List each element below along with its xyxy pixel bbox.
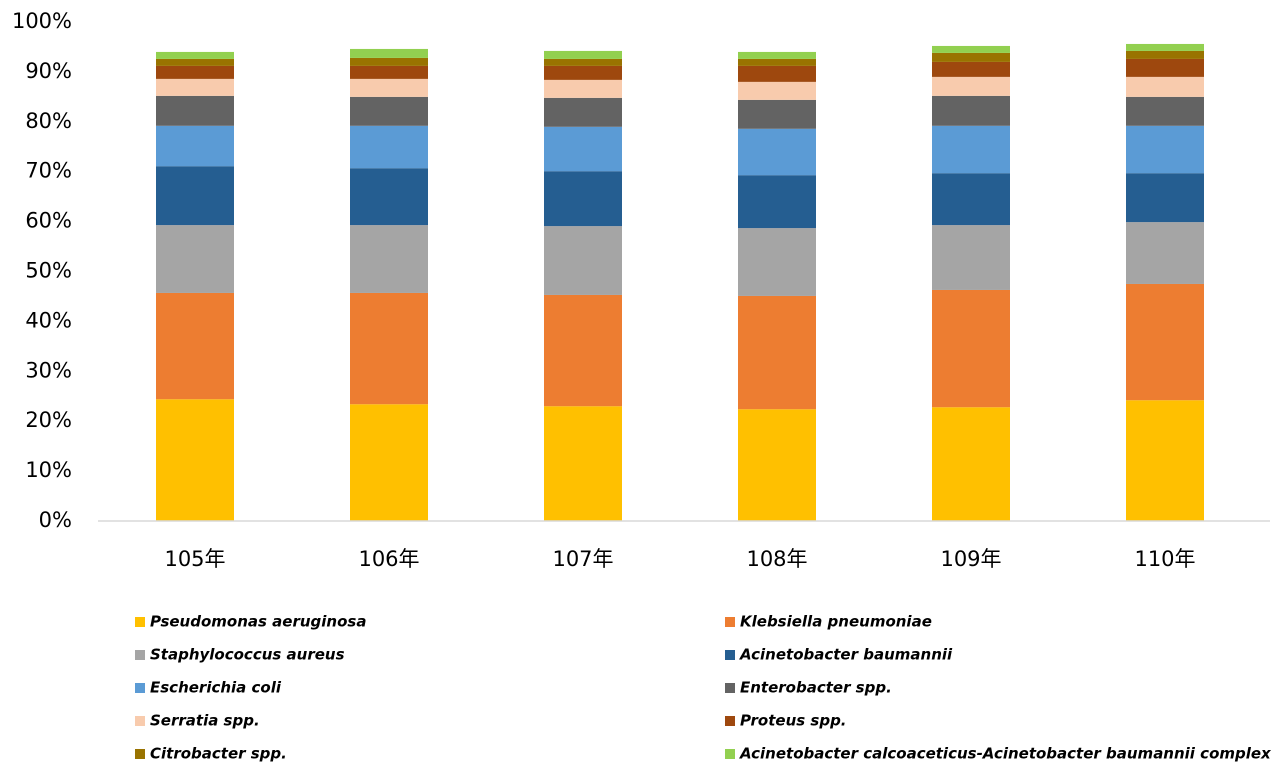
y-tick-label: 70% — [25, 159, 72, 183]
y-tick-label: 50% — [25, 259, 72, 283]
bar-segment — [1126, 173, 1204, 223]
bar-segment — [738, 99, 816, 129]
bar-segment — [544, 294, 622, 407]
bar-segment — [932, 173, 1010, 226]
bar-segment — [350, 96, 428, 126]
bar-segment — [1126, 58, 1204, 77]
y-tick-label: 30% — [25, 358, 72, 382]
bar-segment — [738, 409, 816, 521]
legend-swatch — [135, 716, 145, 726]
x-tick-label: 109年 — [940, 547, 1001, 571]
legend-swatch — [725, 716, 735, 726]
legend-label: Staphylococcus aureus — [150, 646, 345, 664]
bar-segment — [932, 61, 1010, 77]
legend-label: Proteus spp. — [740, 712, 847, 730]
bar-segment — [156, 51, 234, 59]
bar-segment — [1126, 76, 1204, 97]
bar-segment — [350, 292, 428, 405]
y-tick-label: 0% — [39, 508, 72, 532]
bar-segment — [932, 225, 1010, 290]
legend-label: Klebsiella pneumoniae — [740, 613, 932, 631]
bar-segment — [932, 52, 1010, 62]
bar-segment — [932, 289, 1010, 408]
bar-segment — [156, 65, 234, 79]
bar-segment — [156, 125, 234, 167]
bar-segment — [738, 58, 816, 66]
bar-segment — [738, 175, 816, 229]
bar-segment — [156, 399, 234, 521]
bar-segment — [544, 97, 622, 127]
bar-segment — [738, 128, 816, 176]
legend-swatch — [135, 683, 145, 693]
y-tick-label: 40% — [25, 308, 72, 332]
bar-segment — [350, 125, 428, 169]
legend-label: Enterobacter spp. — [740, 679, 892, 697]
bar-segment — [738, 51, 816, 59]
bar-segment — [156, 58, 234, 66]
bar-segment — [544, 58, 622, 66]
bar-segment — [350, 225, 428, 293]
y-tick-label: 90% — [25, 59, 72, 83]
bar-segment — [738, 65, 816, 82]
legend-label: Serratia spp. — [150, 712, 260, 730]
bar-segment — [544, 79, 622, 98]
legend-label: Acinetobacter baumannii — [739, 646, 953, 664]
legend-swatch — [725, 683, 735, 693]
bar-segment — [1126, 400, 1204, 521]
bar-segment — [1126, 125, 1204, 174]
bar-segment — [932, 407, 1010, 521]
legend-swatch — [135, 749, 145, 759]
bar-segment — [1126, 283, 1204, 401]
y-tick-label: 10% — [25, 458, 72, 482]
bar-segment — [932, 125, 1010, 174]
x-tick-label: 106年 — [358, 547, 419, 571]
y-tick-label: 80% — [25, 109, 72, 133]
bar-segment — [350, 57, 428, 66]
bar-segment — [156, 292, 234, 400]
bar-segment — [932, 95, 1010, 126]
bar-segment — [350, 65, 428, 79]
x-tick-label: 108年 — [746, 547, 807, 571]
legend-swatch — [725, 749, 735, 759]
bar-segment — [1126, 222, 1204, 284]
bar-segment — [350, 78, 428, 97]
bar-segment — [156, 78, 234, 96]
y-tick-label: 60% — [25, 209, 72, 233]
bar-segment — [544, 406, 622, 521]
bar-segment — [1126, 50, 1204, 59]
bar-segment — [156, 95, 234, 126]
legend-label: Acinetobacter calcoaceticus-Acinetobacte… — [739, 745, 1272, 763]
legend-label: Citrobacter spp. — [150, 745, 287, 763]
legend-swatch — [135, 617, 145, 627]
bar-segment — [932, 76, 1010, 96]
legend-swatch — [135, 650, 145, 660]
bar-segment — [1126, 43, 1204, 51]
x-tick-label: 110年 — [1134, 547, 1195, 571]
legend-label: Escherichia coli — [150, 679, 282, 697]
bar-segment — [738, 81, 816, 100]
bar-segment — [350, 168, 428, 226]
bar-segment — [156, 225, 234, 293]
bar-segment — [738, 295, 816, 410]
bar-segment — [544, 226, 622, 295]
bar-segment — [544, 171, 622, 227]
bar-segment — [1126, 96, 1204, 126]
y-tick-label: 20% — [25, 408, 72, 432]
bar-segment — [156, 166, 234, 226]
bar-segment — [932, 45, 1010, 53]
bar-segment — [544, 65, 622, 80]
bar-segment — [544, 50, 622, 59]
bar-segment — [350, 404, 428, 521]
bar-segment — [544, 126, 622, 172]
bar-segment — [738, 228, 816, 296]
y-tick-label: 100% — [12, 9, 72, 33]
legend-label: Pseudomonas aeruginosa — [150, 613, 366, 631]
legend-swatch — [725, 617, 735, 627]
x-tick-label: 107年 — [552, 547, 613, 571]
x-tick-label: 105年 — [164, 547, 225, 571]
bar-segment — [350, 48, 428, 58]
legend-swatch — [725, 650, 735, 660]
